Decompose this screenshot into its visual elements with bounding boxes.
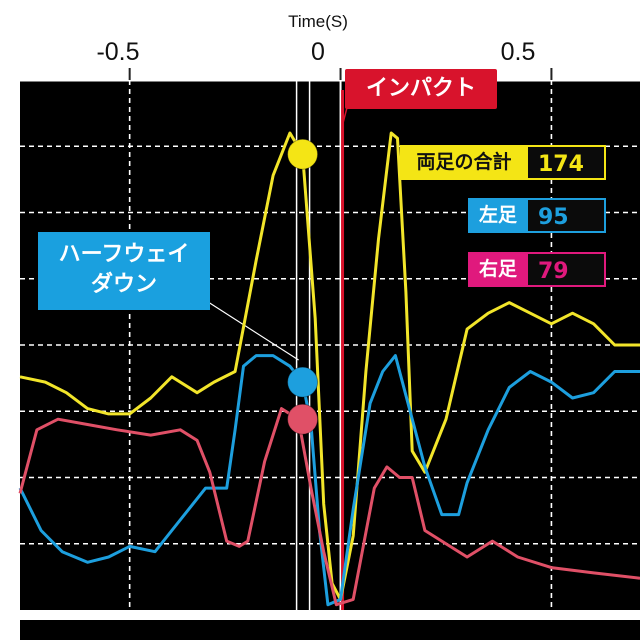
- marker-2: [287, 403, 319, 435]
- marker-1: [287, 366, 319, 398]
- halfway-pointer: [204, 299, 299, 361]
- halfway-label-line1: ハーフウェイ: [58, 242, 190, 267]
- halfway-down-label: ハーフウェイ ダウン: [38, 232, 210, 310]
- impact-label: インパクト: [345, 69, 497, 109]
- halfway-label-line2: ダウン: [90, 272, 157, 297]
- legend-name-left: 左足: [468, 198, 528, 233]
- legend-row-right: 右足 79: [468, 252, 606, 287]
- x-tick-0: 0: [311, 38, 325, 66]
- plot-bottom-bar: [20, 620, 640, 640]
- series-line-1: [18, 354, 640, 607]
- x-tick-0-5: 0.5: [500, 38, 536, 66]
- legend-name-right: 右足: [468, 252, 528, 287]
- legend-name-total: 両足の合計: [400, 145, 528, 180]
- legend-value-total: 174: [528, 145, 606, 180]
- series-line-2: [18, 407, 640, 607]
- plot-bottom-strip: [20, 610, 640, 620]
- legend-row-total: 両足の合計 174: [400, 145, 606, 180]
- marker-0: [287, 138, 319, 170]
- legend-value-right: 79: [528, 252, 606, 287]
- legend-value-left: 95: [528, 198, 606, 233]
- x-tick-neg-0-5: -0.5: [96, 38, 140, 66]
- x-axis-title: Time(S): [288, 12, 348, 31]
- legend-row-left: 左足 95: [468, 198, 606, 233]
